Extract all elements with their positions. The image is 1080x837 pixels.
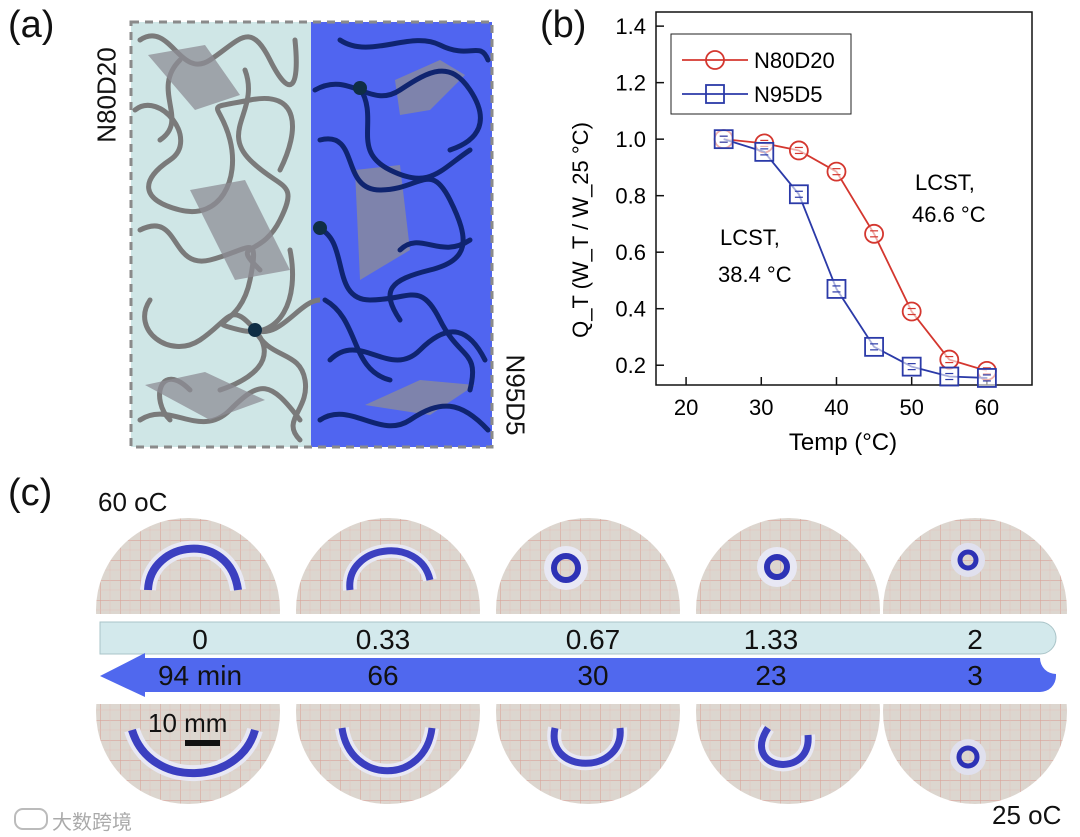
annotation-lcst-n95d5-line2: 38.4 °C [718,262,792,287]
panel-b-label: (b) [540,4,587,46]
sample-top-4-core [764,554,790,580]
x-tick-label: 40 [824,395,848,420]
legend-label-n80d20: N80D20 [754,48,835,73]
crosslink-dot [353,81,367,95]
plot-frame [655,11,1033,386]
data-point-n80d20 [864,223,884,244]
data-point-n80d20 [788,140,809,161]
sample-top-3 [544,546,588,590]
data-point-n95d5 [788,184,809,205]
x-tick-label: 60 [975,395,999,420]
y-tick-label: 1.0 [615,127,646,152]
sample-top-5-core [957,549,979,571]
schematic-border [129,20,494,449]
photo-bottom-1 [96,704,280,804]
annotation-lcst-n80d20-line1: LCST, [915,170,975,195]
lcst-chart: 20 30 40 50 60 0.2 0.4 0.6 0.8 1.0 1.2 1.4 N80D20 … [568,11,1033,456]
legend-box [670,33,852,115]
y-tick-label: 0.8 [615,184,646,209]
chart-series [713,129,997,388]
photo-bottom-4 [696,704,880,804]
annotation-lcst-n80d20-line2: 46.6 °C [912,202,986,227]
bottom-photo-row [96,704,1067,804]
top-photo-row [96,518,1067,614]
sample-top-4 [757,547,797,587]
legend-marker-n95d5 [705,84,725,104]
scale-bar-label: 10 mm [148,708,228,738]
x-tick-label: 20 [674,395,698,420]
legend-label-n95d5: N95D5 [754,82,822,107]
reverse-time-arrow [100,653,1056,697]
time-label-bottom-2: 66 [367,660,399,691]
sample-top-1-core [144,544,242,591]
watermark-text: 大数跨境 [52,812,132,834]
y-tick-label: 0.4 [615,297,646,322]
bottom-temperature-label: 25 oC [992,800,1062,830]
y-tick-label: 1.2 [615,71,646,96]
data-point-n95d5 [713,129,734,150]
time-label-top-2: 0.33 [355,624,411,655]
sample-bottom-5-core [956,745,980,769]
photo-bottom-3 [496,704,680,804]
panel-a-label: (a) [8,4,55,46]
x-axis-ticks: 20 30 40 50 60 [674,377,999,420]
y-tick-label: 0.6 [615,240,646,265]
forward-time-arrow [99,621,1057,655]
chart-legend: N80D20 N95D5 [670,33,852,115]
data-point-n95d5 [976,368,997,388]
sample-top-3-core [551,553,581,583]
x-tick-label: 50 [899,395,923,420]
photo-top-2 [296,518,480,614]
time-label-top-5: 2 [967,624,983,655]
photo-top-3 [496,518,680,614]
data-point-n95d5 [864,336,884,357]
sample-bottom-2-core [338,727,436,775]
y-axis-ticks: 0.2 0.4 0.6 0.8 1.0 1.2 1.4 [615,14,664,378]
time-label-bottom-4: 23 [755,660,787,691]
schematic-diagram [129,20,494,449]
sample-bottom-4-core [758,726,812,768]
time-label-bottom-3: 30 [577,660,609,691]
sample-top-2-core [346,547,434,591]
time-label-top-4: 1.33 [743,624,799,655]
annotation-lcst-n95d5-line1: LCST, [720,225,780,250]
crossing-chain [254,297,321,335]
navy-polymer-chains [312,37,491,433]
data-point-n95d5 [826,279,847,299]
y-axis-label: Q_T (W_T / W_25 °C) [568,122,593,338]
sample-top-5 [951,543,985,577]
y-tick-label: 1.4 [615,14,646,39]
crosslink-dot [248,323,262,337]
sample-bottom-5 [950,739,986,775]
scale-bar [185,740,220,746]
data-point-n95d5 [939,366,960,387]
watermark-logo-icon [14,808,48,830]
sample-bottom-3-core [550,727,624,767]
data-point-n80d20 [826,161,847,182]
x-tick-label: 30 [749,395,773,420]
panel-c-label: (c) [8,472,53,514]
data-point-n80d20 [901,301,922,322]
y-tick-label: 0.2 [615,353,646,378]
time-label-top-1: 0 [192,624,208,655]
top-temperature-label: 60 oC [98,487,168,517]
legend-marker-n80d20 [705,50,725,70]
time-label-top-3: 0.67 [565,624,621,655]
sample-bottom-1-core [128,728,259,778]
time-label-bottom-1: 94 min [157,660,243,691]
data-point-n95d5 [754,141,775,162]
crosslink-dot [313,221,327,235]
x-axis-label: Temp (°C) [789,429,897,456]
data-point-n95d5 [901,356,922,377]
time-label-bottom-5: 3 [967,660,983,691]
